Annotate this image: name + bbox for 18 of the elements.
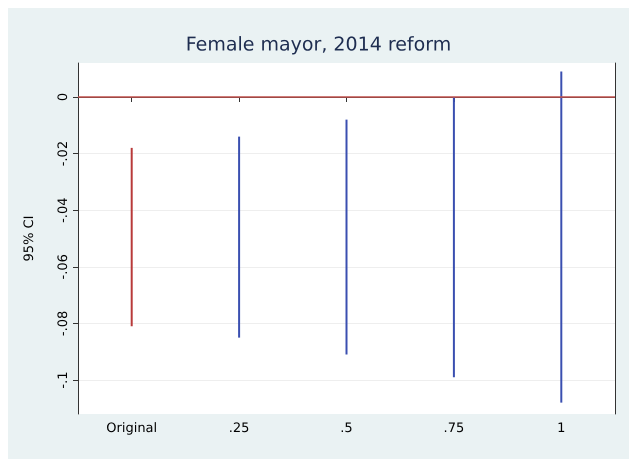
x-tick-label: .25 [228,421,250,436]
bar [130,148,133,326]
y-tick-label: -.04 [56,198,71,223]
x-tick-label: 1 [557,421,566,436]
chart-title: Female mayor, 2014 reform [186,34,452,56]
bar [346,120,348,355]
y-tick-label: -.06 [56,254,71,280]
bar [238,136,240,338]
x-tick-label: .75 [444,421,464,436]
x-tick-label: Original [106,421,158,436]
y-tick-label: -.02 [56,140,71,166]
y-tick-label: 0 [56,92,71,102]
y-axis-title: 95% CI [22,216,37,262]
y-tick-label: -.08 [56,310,71,336]
bar [560,71,562,403]
y-tick-label: -.1 [56,371,71,389]
x-tick-label: .5 [340,421,353,436]
bar [452,96,455,378]
